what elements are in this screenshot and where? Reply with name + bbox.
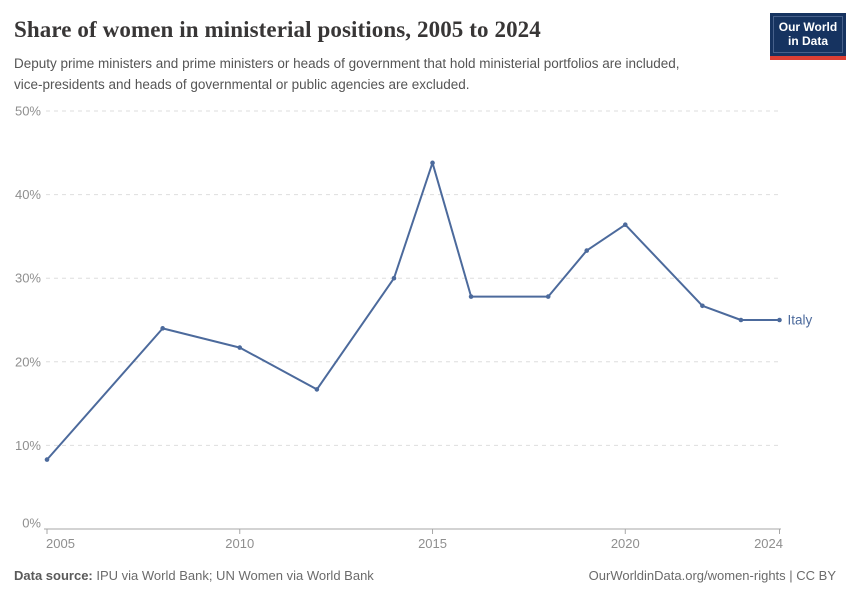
data-point[interactable] bbox=[314, 387, 320, 392]
y-axis-label: 0% bbox=[22, 516, 41, 531]
data-point[interactable] bbox=[700, 303, 705, 309]
y-axis-label: 20% bbox=[15, 354, 41, 369]
data-point[interactable] bbox=[391, 275, 397, 281]
chart-subtitle: Deputy prime ministers and prime ministe… bbox=[14, 56, 680, 92]
series-label-italy[interactable]: Italy bbox=[788, 313, 813, 328]
data-point[interactable] bbox=[468, 294, 474, 299]
y-axis-label: 30% bbox=[15, 271, 41, 286]
x-axis-label: 2005 bbox=[46, 536, 75, 551]
data-source: Data source: IPU via World Bank; UN Wome… bbox=[14, 568, 374, 583]
data-source-text: IPU via World Bank; UN Women via World B… bbox=[92, 568, 374, 583]
x-axis-label: 2024 bbox=[754, 536, 783, 551]
data-point[interactable] bbox=[545, 294, 551, 299]
data-source-label: Data source: bbox=[14, 568, 93, 583]
data-point[interactable] bbox=[738, 317, 744, 323]
chart-footer: Data source: IPU via World Bank; UN Wome… bbox=[14, 568, 836, 583]
owid-logo-text: Our World in Data bbox=[773, 16, 843, 53]
data-point[interactable] bbox=[622, 222, 628, 227]
y-axis-label: 50% bbox=[15, 104, 41, 119]
owid-logo-line2: in Data bbox=[787, 34, 828, 48]
data-point[interactable] bbox=[777, 317, 782, 323]
data-point[interactable] bbox=[160, 326, 165, 331]
chart-title: Share of women in ministerial positions,… bbox=[14, 17, 541, 42]
y-axis-label: 40% bbox=[15, 187, 41, 202]
data-point[interactable] bbox=[584, 248, 590, 253]
y-axis-label: 10% bbox=[15, 438, 41, 453]
owid-logo-line1: Our World bbox=[778, 20, 838, 34]
data-point[interactable] bbox=[44, 457, 50, 462]
series-line-italy[interactable] bbox=[46, 161, 781, 461]
owid-logo[interactable]: Our World in Data bbox=[770, 13, 846, 60]
x-axis-label: 2010 bbox=[225, 536, 254, 551]
data-point[interactable] bbox=[430, 160, 435, 166]
x-axis-label: 2020 bbox=[611, 536, 640, 551]
footer-link[interactable]: OurWorldinData.org/women-rights | CC BY bbox=[588, 568, 836, 583]
x-axis-label: 2015 bbox=[418, 536, 447, 551]
data-point[interactable] bbox=[237, 345, 243, 350]
owid-logo-red-bar bbox=[770, 56, 846, 60]
